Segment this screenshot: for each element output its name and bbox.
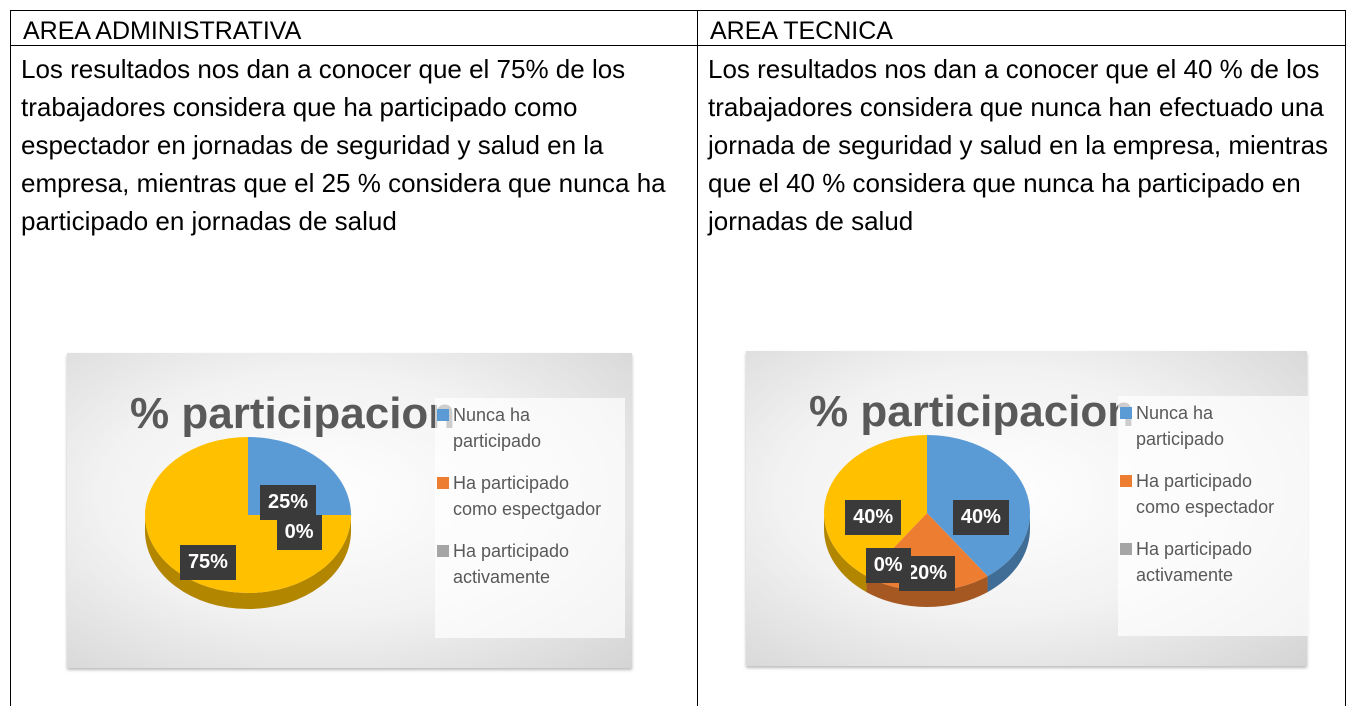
text-cell: Los resultados nos dan a conocer que el … [10, 46, 698, 706]
pie [145, 437, 351, 609]
pie-side [145, 515, 351, 609]
pie-side [866, 576, 988, 607]
paragraph: Los resultados nos dan a conocer que el … [21, 54, 666, 236]
chart-title: % participacion [130, 389, 456, 438]
legend: Nunca ha participado Ha participado como … [1118, 396, 1308, 636]
legend-label: Nunca ha participado [1136, 403, 1225, 449]
legend-item: Ha participado como espectgador [435, 470, 603, 522]
legend-swatch [1120, 543, 1132, 555]
legend-item: Nunca ha participado [435, 402, 603, 454]
legend-swatch [1120, 407, 1132, 419]
data-label: 75% [179, 545, 236, 581]
legend-swatch [437, 477, 449, 489]
header-cell: AREA TECNICA [697, 10, 1346, 46]
legend-item: Nunca ha participado [1118, 400, 1286, 452]
legend-label: Ha participado activamente [1136, 539, 1253, 585]
pie-side [987, 513, 1030, 593]
header-cell: AREA ADMINISTRATIVA [10, 10, 698, 46]
legend-item: Ha participado activamente [1118, 536, 1286, 588]
header-text: AREA ADMINISTRATIVA [23, 17, 302, 45]
data-label: 40% [952, 499, 1009, 535]
legend-item: Ha participado como espectador [1118, 468, 1286, 520]
text-cell: Los resultados nos dan a conocer que el … [697, 46, 1346, 706]
header-text: AREA TECNICA [710, 17, 893, 45]
data-label: 0% [865, 547, 911, 583]
pie [824, 435, 1030, 607]
legend-label: Ha participado activamente [453, 541, 570, 587]
data-label: 25% [260, 484, 317, 520]
legend-label: Nunca ha participado [453, 405, 542, 451]
data-label: 0% [276, 515, 322, 550]
legend-swatch [437, 409, 449, 421]
legend: Nunca ha participado Ha participado como … [435, 398, 625, 638]
pie-side [824, 513, 867, 593]
chart-title: % participacion [809, 387, 1135, 436]
legend-item: Ha participado activamente [435, 538, 603, 590]
legend-label: Ha participado como espectador [1136, 471, 1275, 517]
legend-swatch [437, 545, 449, 557]
paragraph: Los resultados nos dan a conocer que el … [708, 54, 1329, 236]
legend-label: Ha participado como espectgador [453, 473, 602, 519]
data-label: 40% [845, 499, 902, 535]
legend-swatch [1120, 475, 1132, 487]
chart: % participacion 40% 20% 0% 40% Nunca ha parti… [746, 351, 1308, 666]
